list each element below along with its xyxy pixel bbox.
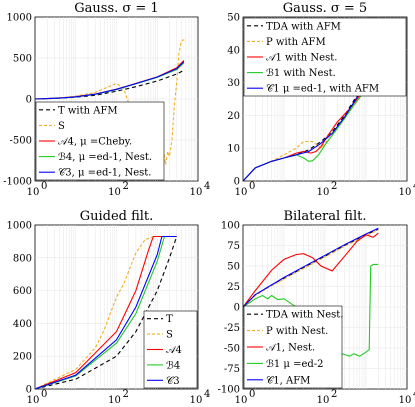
legend-entry: 𝒜1, Nest. <box>266 343 315 354</box>
y-tick-label: 30 <box>227 78 240 89</box>
y-tick-label: 75 <box>227 241 240 252</box>
x-tick-exponent: 0 <box>249 389 255 400</box>
legend-entry: TDA with AFM <box>266 21 341 32</box>
legend-entry: 𝒜1 with Nest. <box>266 53 337 64</box>
y-tick-label: 0 <box>234 303 240 314</box>
chart-panel-2: Gauss. σ = 501020304050100102104TDA with… <box>227 1 415 198</box>
y-tick-label: 0 <box>26 385 32 396</box>
x-tick-exponent: 2 <box>123 181 129 192</box>
legend-entry: S <box>166 330 173 341</box>
series-line-5 <box>35 61 185 100</box>
legend-entry: T with AFM <box>58 105 118 116</box>
legend-entry: ℬ4, μ =ed-1, Nest. <box>58 152 152 163</box>
x-tick-exponent: 0 <box>41 389 47 400</box>
chart-title: Gauss. σ = 5 <box>283 1 367 16</box>
y-tick-label: 1000 <box>7 13 32 24</box>
legend-entry: P with AFM <box>266 37 326 48</box>
y-tick-label: 0 <box>234 177 240 188</box>
x-tick-exponent: 4 <box>413 181 415 192</box>
series-line-5 <box>35 235 177 389</box>
y-tick-label: 500 <box>13 54 32 65</box>
series-line-2 <box>35 39 187 165</box>
y-tick-label: -100 <box>218 385 240 396</box>
x-tick-label: 10 <box>108 187 121 198</box>
y-tick-label: -50 <box>224 344 240 355</box>
y-tick-label: 20 <box>227 111 240 122</box>
y-tick-label: 1000 <box>7 221 32 232</box>
series-line-5 <box>243 227 379 308</box>
x-tick-label: 10 <box>399 395 412 406</box>
x-tick-label: 10 <box>235 395 248 406</box>
x-tick-exponent: 4 <box>204 181 210 192</box>
legend-entry: ℬ1 with Nest. <box>266 68 336 79</box>
series-group <box>35 235 178 389</box>
x-tick-label: 10 <box>235 187 248 198</box>
x-tick-label: 10 <box>317 395 330 406</box>
y-tick-label: -75 <box>224 364 240 375</box>
x-tick-exponent: 4 <box>413 389 415 400</box>
y-tick-label: -500 <box>10 136 32 147</box>
x-tick-label: 10 <box>399 187 412 198</box>
legend-entry: ℬ4 <box>166 360 180 371</box>
legend: T with AFM S 𝒜4, μ =Cheby. ℬ4, μ =ed-1, Nes… <box>35 101 165 181</box>
x-tick-exponent: 2 <box>123 389 129 400</box>
x-tick-label: 10 <box>108 395 121 406</box>
series-line-1 <box>35 236 178 389</box>
y-tick-label: 600 <box>13 286 32 297</box>
y-tick-label: 0 <box>26 95 32 106</box>
chart-title: Guided filt. <box>80 209 154 224</box>
legend-entry: 𝒞1, AFM <box>266 375 310 386</box>
y-tick-label: -1000 <box>3 177 32 188</box>
legend-entry: T <box>166 314 173 325</box>
legend: TDA with AFM P with AFM 𝒜1 with Nest. ℬ1 wi… <box>243 17 407 97</box>
series-line-2 <box>243 229 379 308</box>
x-tick-exponent: 2 <box>331 389 337 400</box>
legend-entry: 𝒜4 <box>166 345 182 356</box>
x-tick-label: 10 <box>190 187 203 198</box>
x-tick-exponent: 0 <box>249 181 255 192</box>
chart-panel-1: Gauss. σ = 1-1000-50005001000100102104T … <box>3 1 210 198</box>
legend-entry: TDA with Nest. <box>266 310 343 321</box>
y-tick-label: 25 <box>227 282 240 293</box>
y-tick-label: -25 <box>224 323 240 334</box>
chart-panel-4: Bilateral filt.-100-75-50-25025507510010… <box>218 209 415 406</box>
series-line-1 <box>35 69 185 100</box>
legend-entry: 𝒞3, μ =ed-1, Nest. <box>58 168 151 179</box>
legend-entry: 𝒞1 μ =ed-1, with AFM <box>266 84 379 95</box>
x-tick-exponent: 2 <box>331 181 337 192</box>
y-tick-label: 200 <box>13 352 32 363</box>
y-tick-label: 400 <box>13 319 32 330</box>
legend: TDA with Nest. P with Nest. 𝒜1, Nest. ℬ1 μ … <box>243 305 343 389</box>
legend-entry: P with Nest. <box>266 326 328 337</box>
series-line-2 <box>35 235 165 389</box>
series-line-3 <box>35 235 177 389</box>
legend: TS 𝒜4 ℬ4 𝒞3 <box>143 310 198 389</box>
y-tick-label: 10 <box>227 144 240 155</box>
chart-panel-3: Guided filt.02004006008001000100102104TS… <box>7 209 211 406</box>
y-tick-label: 50 <box>227 262 240 273</box>
y-tick-label: 100 <box>221 221 240 232</box>
legend-box <box>35 101 165 181</box>
series-line-3 <box>243 232 379 308</box>
chart-title: Bilateral filt. <box>284 209 367 224</box>
y-tick-label: 50 <box>227 13 240 24</box>
legend-entry: ℬ1 μ =ed-2 <box>266 359 324 370</box>
x-tick-label: 10 <box>190 395 203 406</box>
x-tick-label: 10 <box>317 187 330 198</box>
legend-box <box>243 17 407 97</box>
x-tick-exponent: 4 <box>204 389 210 400</box>
y-tick-label: 800 <box>13 253 32 264</box>
legend-entry: S <box>58 121 65 132</box>
legend-entry: 𝒜4, μ =Cheby. <box>58 137 132 148</box>
x-tick-exponent: 0 <box>41 181 47 192</box>
x-tick-label: 10 <box>27 395 40 406</box>
y-tick-label: 40 <box>227 45 240 56</box>
legend-entry: 𝒞3 <box>166 376 180 387</box>
series-group <box>35 39 187 165</box>
chart-title: Gauss. σ = 1 <box>74 1 158 16</box>
x-tick-label: 10 <box>27 187 40 198</box>
